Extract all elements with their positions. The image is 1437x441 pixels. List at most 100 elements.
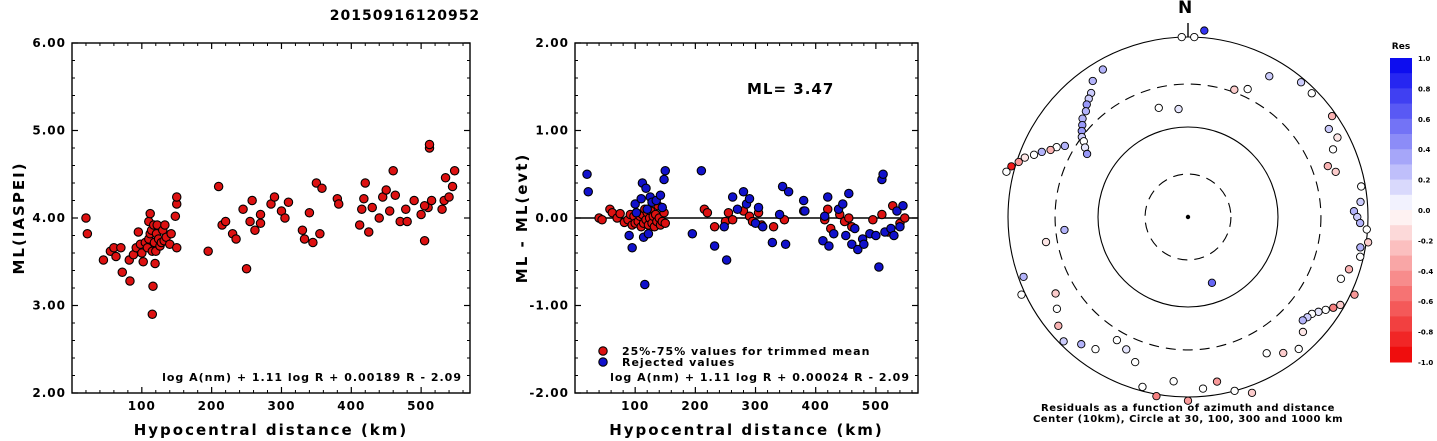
data-point bbox=[641, 183, 651, 194]
data-point bbox=[696, 166, 707, 176]
residual-point bbox=[1362, 225, 1371, 234]
data-point bbox=[133, 227, 144, 237]
residual-point bbox=[1098, 65, 1108, 74]
y-tick-label: -1.00 bbox=[529, 299, 569, 313]
data-point bbox=[367, 202, 377, 213]
colorbar-segment bbox=[1390, 194, 1412, 211]
data-point bbox=[333, 199, 344, 209]
north-label: N bbox=[1178, 0, 1192, 18]
residual-point bbox=[1356, 252, 1365, 261]
residual-point bbox=[1247, 388, 1257, 397]
residual-point bbox=[1262, 349, 1271, 358]
residual-point bbox=[1081, 107, 1091, 116]
data-point bbox=[798, 195, 809, 206]
data-point bbox=[360, 178, 371, 188]
colorbar-tick-label: -0.2 bbox=[1418, 237, 1433, 245]
y-tick-label: 3.00 bbox=[32, 299, 66, 313]
x-axis-label: Hypocentral distance (km) bbox=[609, 421, 884, 439]
residual-point bbox=[1183, 396, 1193, 405]
data-point bbox=[898, 201, 908, 211]
y-tick-label: 0.00 bbox=[535, 211, 569, 225]
residual-point bbox=[1020, 153, 1029, 162]
data-point bbox=[727, 192, 738, 202]
residual-point bbox=[1154, 103, 1163, 113]
data-point bbox=[824, 241, 834, 251]
residual-point bbox=[1051, 289, 1060, 298]
y-tick-label: 6.00 bbox=[32, 36, 66, 50]
data-point bbox=[401, 204, 411, 215]
data-point bbox=[643, 229, 654, 239]
colorbar-tick-label: 1.0 bbox=[1418, 55, 1431, 63]
residual-point bbox=[1082, 149, 1092, 159]
data-point bbox=[145, 208, 155, 219]
ml-vs-distance-chart: 2.00 3.00 4.00 5.00 6.00 100 200 300 400 500 Hypoc… bbox=[10, 36, 471, 439]
colorbar-segment bbox=[1390, 88, 1412, 105]
residual-point bbox=[1357, 182, 1366, 191]
colorbar-segment bbox=[1390, 331, 1412, 348]
residual-point bbox=[1294, 344, 1303, 354]
data-point bbox=[117, 267, 128, 277]
data-point bbox=[838, 199, 848, 209]
colorbar-segment bbox=[1390, 301, 1412, 317]
data-point bbox=[640, 279, 650, 290]
data-point bbox=[384, 206, 395, 216]
residual-point bbox=[1243, 84, 1252, 94]
residual-point bbox=[1328, 145, 1338, 154]
data-point bbox=[111, 251, 121, 262]
y-tick-label: -2.00 bbox=[529, 386, 569, 400]
residual-point bbox=[1230, 85, 1239, 94]
data-point bbox=[753, 202, 764, 213]
colorbar-tick-label: 0.6 bbox=[1418, 116, 1431, 124]
data-point bbox=[844, 213, 854, 223]
data-point bbox=[170, 211, 181, 222]
colorbar-segment bbox=[1390, 240, 1412, 257]
data-point bbox=[283, 197, 294, 208]
data-point bbox=[98, 255, 109, 265]
residual-point bbox=[1037, 147, 1046, 157]
data-point bbox=[721, 255, 732, 265]
residual-point bbox=[1230, 386, 1239, 396]
data-point bbox=[449, 166, 460, 176]
data-point bbox=[822, 192, 833, 202]
data-point bbox=[308, 237, 318, 248]
residual-point bbox=[1323, 161, 1332, 171]
colorbar-segment bbox=[1390, 270, 1412, 287]
colorbar-segment bbox=[1390, 118, 1412, 135]
data-point bbox=[774, 209, 785, 220]
data-point bbox=[241, 263, 252, 274]
data-point bbox=[150, 258, 160, 269]
data-point bbox=[171, 243, 182, 253]
colorbar-segment bbox=[1390, 179, 1412, 196]
data-point bbox=[719, 222, 729, 232]
data-point bbox=[245, 216, 255, 227]
data-point bbox=[829, 229, 839, 239]
y-tick-label: 2.00 bbox=[535, 36, 569, 50]
residual-point bbox=[1336, 274, 1346, 283]
data-point bbox=[889, 230, 899, 241]
legend-marker bbox=[598, 357, 608, 367]
colorbar-title: Res bbox=[1392, 42, 1410, 52]
residual-point bbox=[1014, 157, 1023, 167]
data-point bbox=[844, 188, 854, 199]
data-point bbox=[655, 190, 666, 201]
data-point bbox=[744, 194, 755, 204]
formula-label: log A(nm) + 1.11 log R + 0.00189 R - 2.0… bbox=[162, 371, 462, 384]
legend-marker bbox=[598, 346, 608, 356]
colorbar-segment bbox=[1390, 134, 1412, 150]
colorbar-tick-label: 0.2 bbox=[1418, 177, 1431, 185]
data-point bbox=[416, 209, 426, 220]
residual-point bbox=[1350, 290, 1359, 299]
data-point bbox=[419, 236, 430, 246]
data-point bbox=[900, 213, 910, 223]
data-point bbox=[819, 211, 830, 222]
residual-point bbox=[1190, 32, 1199, 42]
residual-point bbox=[1052, 304, 1062, 313]
data-point bbox=[767, 237, 778, 248]
residual-point bbox=[1112, 335, 1122, 345]
data-point bbox=[859, 239, 869, 250]
residual-point bbox=[1131, 357, 1140, 367]
data-point bbox=[660, 166, 671, 176]
data-point bbox=[238, 204, 248, 215]
residual-point bbox=[1307, 89, 1316, 98]
data-point bbox=[374, 213, 384, 223]
